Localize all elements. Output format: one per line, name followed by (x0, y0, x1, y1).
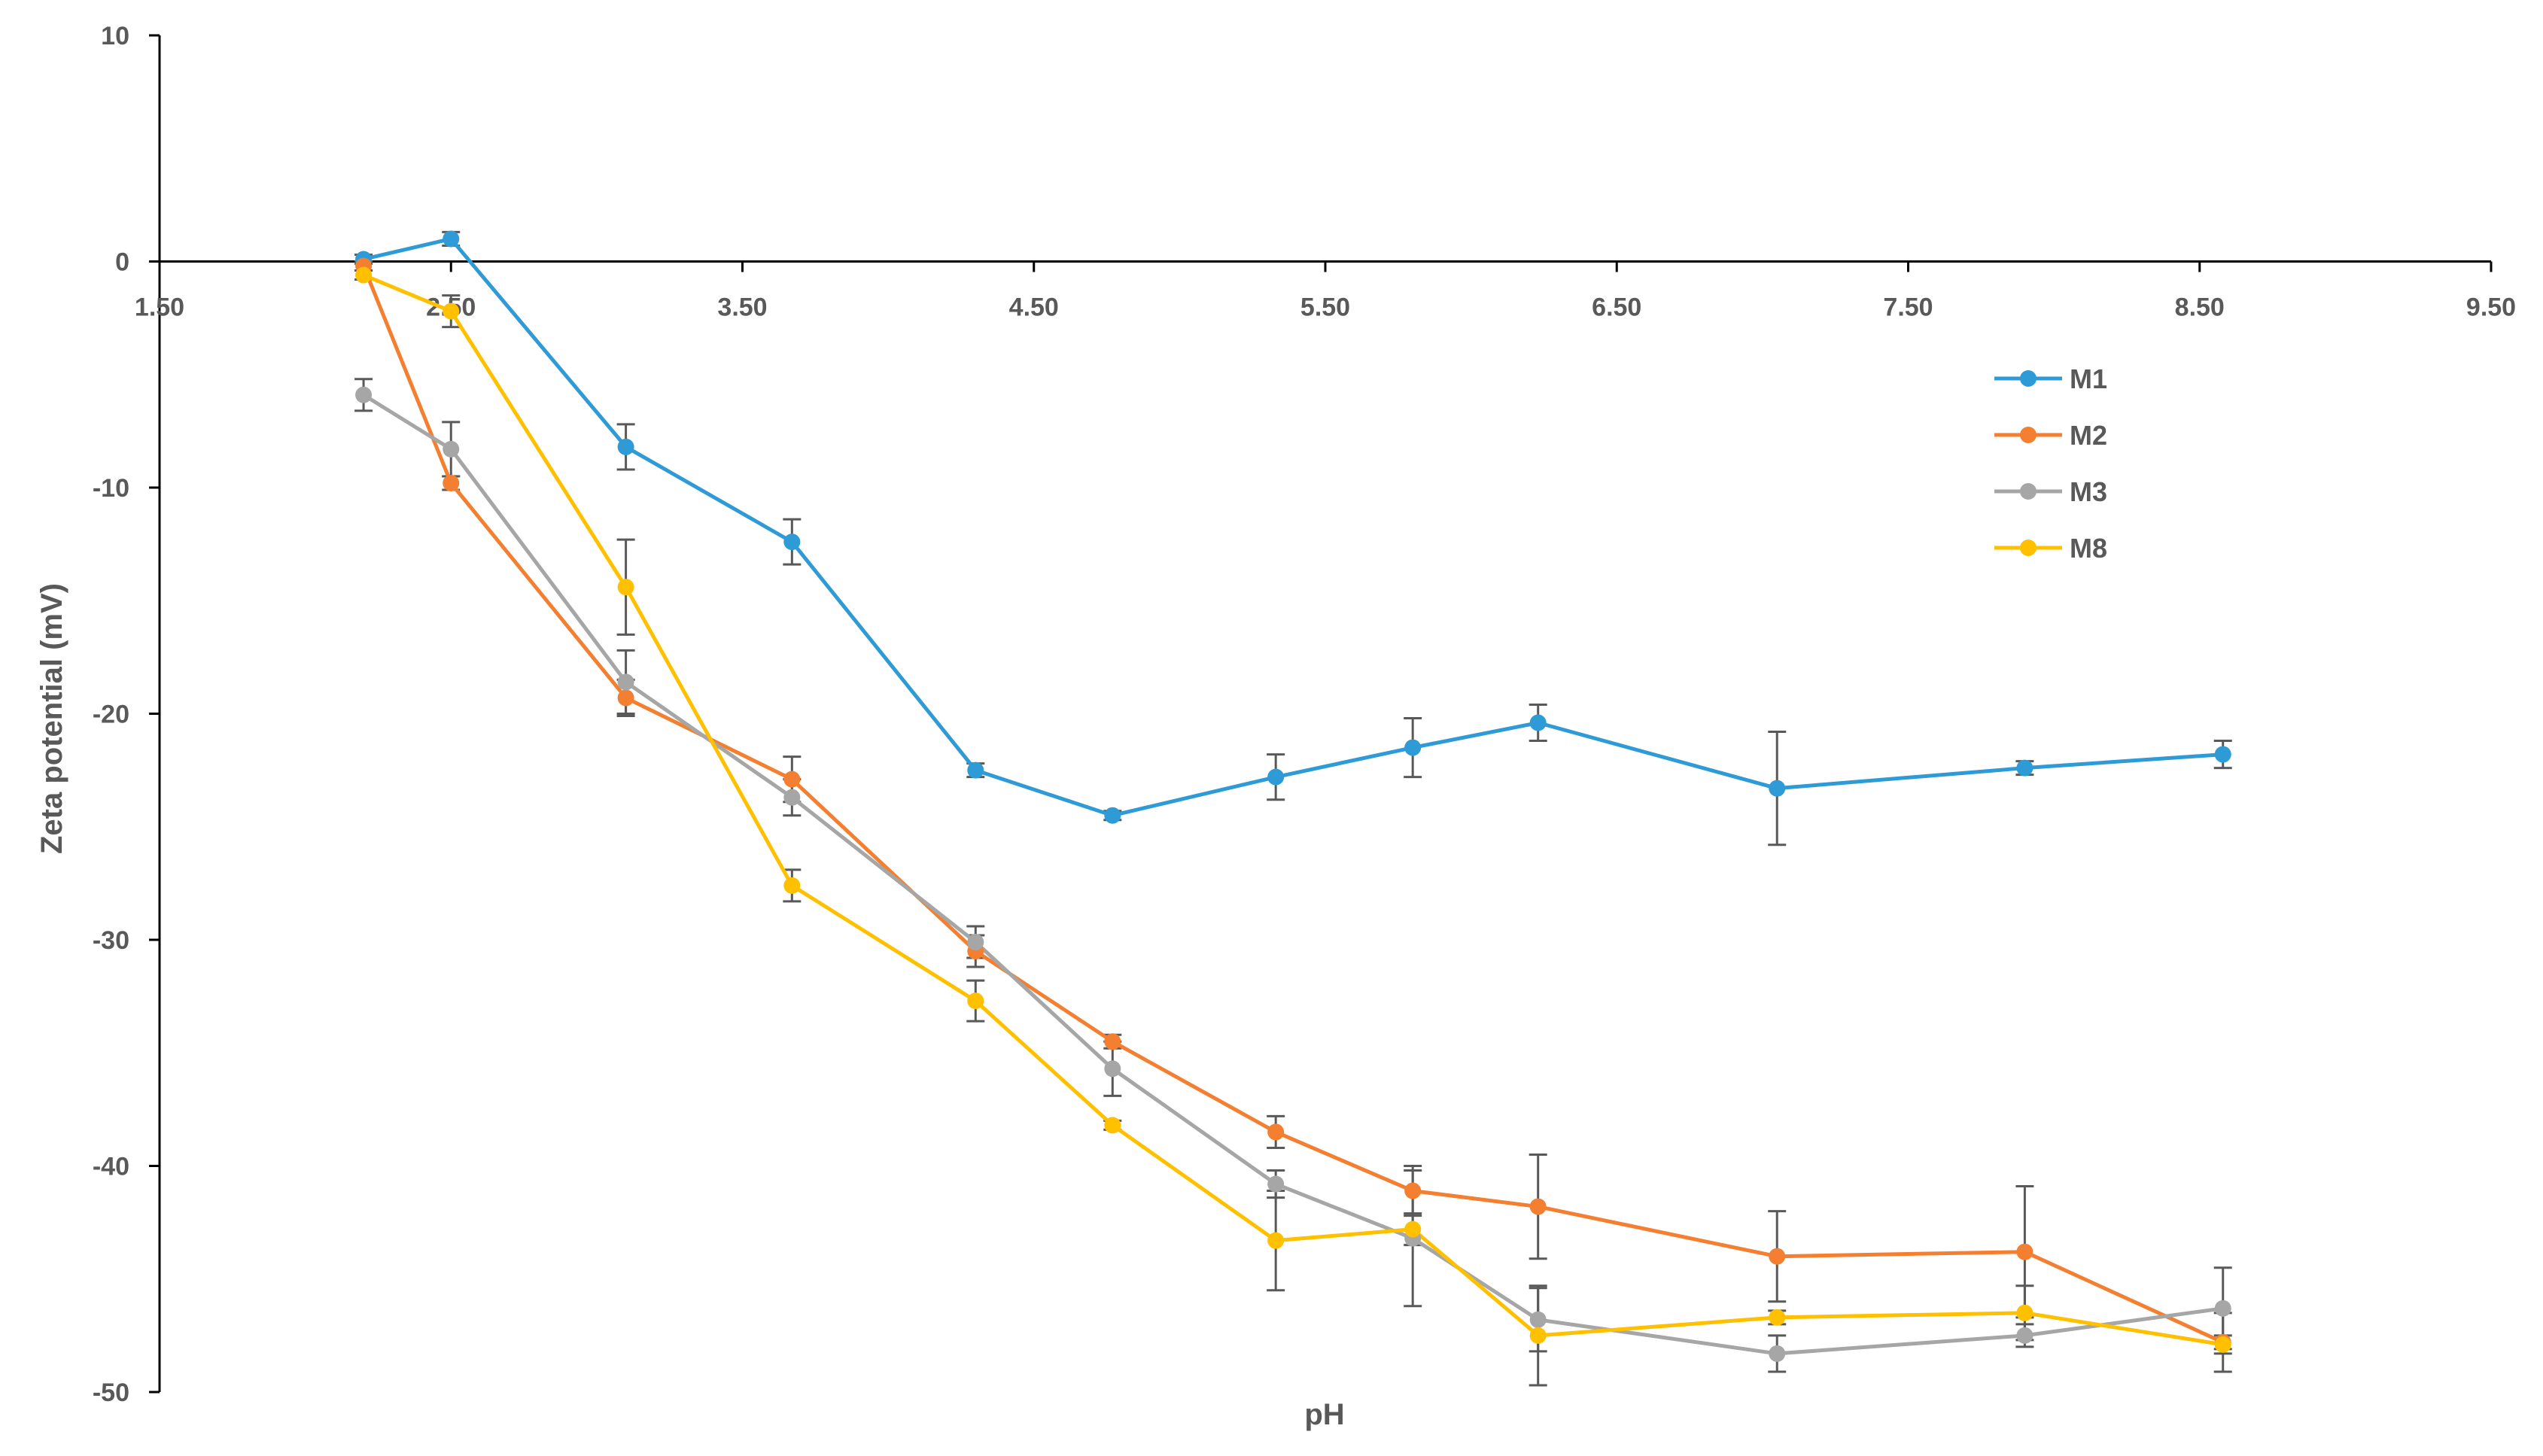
m2-point (1267, 1123, 1285, 1141)
m8-point (1529, 1327, 1547, 1344)
m3-point (2214, 1299, 2231, 1317)
y-tick-label: -20 (93, 701, 129, 729)
x-tick-label: 7.50 (1883, 293, 1933, 322)
m2-point (1529, 1198, 1547, 1215)
m3-point (1104, 1060, 1121, 1078)
m3-legend-marker (2020, 483, 2037, 500)
m8-point (2016, 1304, 2033, 1321)
m3-point (443, 440, 460, 457)
m8-legend-marker (2020, 540, 2037, 556)
y-tick-label: 0 (115, 248, 129, 277)
series-markers (355, 230, 2231, 1362)
x-tick-label: 9.50 (2466, 293, 2516, 322)
m8-point (443, 302, 460, 320)
m3-point (1769, 1345, 1786, 1362)
m8-point (1104, 1117, 1121, 1134)
m1-point (967, 761, 984, 779)
y-tick-label: -50 (93, 1378, 129, 1407)
m2-point (1404, 1182, 1422, 1199)
x-tick-label: 8.50 (2175, 293, 2225, 322)
m8-line (363, 273, 2224, 1347)
x-axis-title: pH (1304, 1398, 1344, 1431)
m1-point (617, 438, 634, 455)
y-tick-label: -10 (93, 474, 129, 503)
error-bars (354, 230, 2232, 1387)
m8-point (2214, 1336, 2231, 1353)
m8-point (1267, 1232, 1285, 1249)
m1-legend-marker (2020, 370, 2037, 387)
m1-legend-label: M1 (2070, 363, 2107, 394)
m2-point (443, 474, 460, 491)
y-axis-title: Zeta potential (mV) (35, 583, 68, 854)
series-lines (361, 236, 2224, 1356)
m1-point (1267, 768, 1285, 786)
m2-point (1104, 1033, 1121, 1050)
m1-point (1104, 807, 1121, 824)
m1-point (1769, 780, 1786, 797)
x-tick-label: 1.50 (135, 293, 184, 322)
m2-point (1769, 1248, 1786, 1265)
m1-point (1404, 739, 1422, 756)
y-tick-label: -40 (93, 1153, 129, 1181)
m3-point (967, 934, 984, 951)
m3-point (617, 673, 634, 691)
axes: 100-10-20-30-40-501.502.503.504.505.506.… (93, 22, 2516, 1407)
m3-point (1267, 1175, 1285, 1193)
m1-point (783, 533, 801, 551)
m2-line (361, 265, 2224, 1345)
x-tick-label: 4.50 (1009, 293, 1059, 322)
legend: M1 M2 M3 M8 (1994, 363, 2107, 564)
m1-point (1529, 714, 1547, 731)
m8-point (783, 877, 801, 894)
m8-point (1404, 1220, 1422, 1238)
m8-point (967, 992, 984, 1010)
x-tick-label: 5.50 (1300, 293, 1350, 322)
m1-point (2214, 746, 2231, 763)
m2-point (2016, 1243, 2033, 1260)
m2-legend-marker (2020, 427, 2037, 443)
x-tick-label: 6.50 (1592, 293, 1641, 322)
m8-legend-label: M8 (2070, 533, 2107, 564)
m1-line (363, 236, 2223, 818)
m3-point (783, 789, 801, 806)
m3-legend-label: M3 (2070, 476, 2107, 507)
m3-line (362, 393, 2224, 1356)
m1-point (2016, 759, 2033, 777)
y-tick-label: -30 (93, 926, 129, 955)
m8-point (1769, 1309, 1786, 1326)
m3-point (2016, 1327, 2033, 1344)
m3-point (1529, 1311, 1547, 1328)
m2-point (617, 689, 634, 707)
y-tick-label: 10 (101, 22, 129, 50)
m3-point (355, 386, 373, 403)
m2-point (783, 771, 801, 788)
m1-point (443, 230, 460, 248)
m2-legend-label: M2 (2070, 420, 2107, 451)
x-tick-label: 3.50 (717, 293, 767, 322)
m8-point (355, 266, 373, 284)
m8-point (617, 579, 634, 596)
